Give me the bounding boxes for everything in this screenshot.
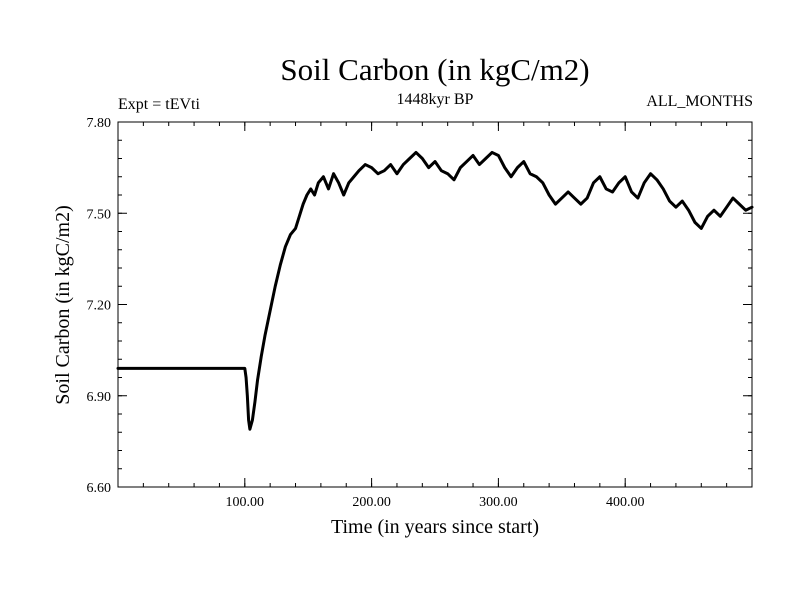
- chart-title: Soil Carbon (in kgC/m2): [280, 52, 590, 87]
- tick-layer: 100.00 200.00 300.00 400.00 6.60 6.90 7.20 7.50…: [87, 116, 752, 510]
- series-layer: [116, 150, 754, 431]
- x-tick-label: 400.00: [606, 495, 645, 510]
- y-axis-label: Soil Carbon (in kgC/m2): [52, 205, 74, 404]
- months-label: ALL_MONTHS: [646, 93, 753, 110]
- y-tick-label: 7.80: [87, 116, 112, 131]
- plot-frame: [117, 121, 753, 488]
- y-tick-label: 6.60: [87, 481, 112, 496]
- x-tick-label: 300.00: [479, 495, 518, 510]
- x-tick-label: 100.00: [226, 495, 265, 510]
- y-tick-label: 7.20: [87, 299, 112, 314]
- y-tick-label: 7.50: [87, 207, 112, 222]
- x-tick-label: 200.00: [352, 495, 391, 510]
- y-tick-label: 6.90: [87, 390, 112, 405]
- series-line: [116, 150, 754, 431]
- x-axis-label: Time (in years since start): [331, 516, 539, 538]
- experiment-label: Expt = tEVti: [118, 96, 200, 113]
- chart-subtitle: 1448kyr BP: [396, 91, 474, 108]
